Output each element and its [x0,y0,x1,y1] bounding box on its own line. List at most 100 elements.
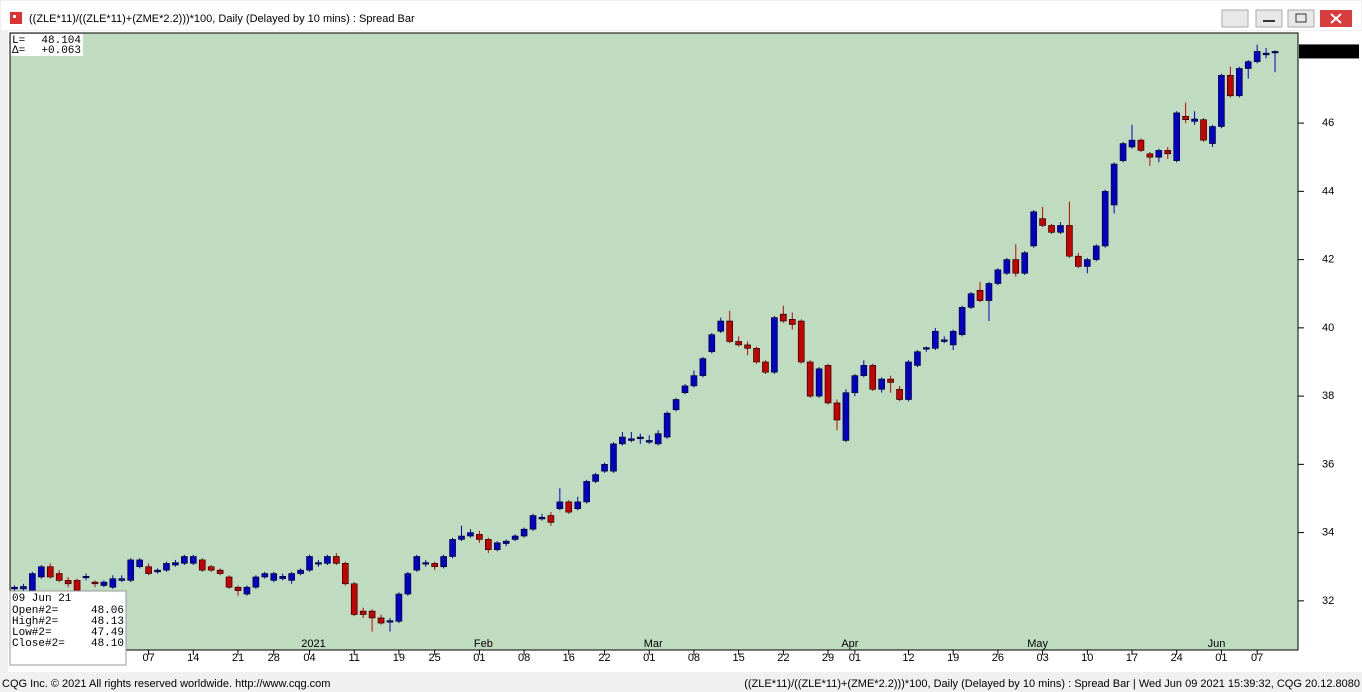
candle-body [297,569,304,574]
candle-body [1200,119,1207,141]
candle-body [520,528,528,537]
candle-body [207,566,215,571]
x-tick-label: 01 [473,652,485,664]
candle-body [780,313,787,322]
candle-body [1048,225,1055,233]
candle-body [1128,139,1136,148]
candle-body [1057,225,1064,233]
month-label: Apr [841,638,858,650]
candle-body [20,586,27,590]
x-tick-label: 07 [142,652,154,664]
candle-body [788,319,796,325]
x-tick-label: 25 [429,652,441,664]
candle-body [1119,143,1127,161]
candle-body [1235,68,1243,97]
candle-body [100,581,108,586]
last-price-label: 48.10 [1321,46,1354,58]
candle-body [583,481,590,503]
candle-body [511,535,519,540]
maximize-button[interactable] [1287,9,1315,28]
candle-body [55,573,63,581]
candle-body [932,330,939,349]
x-tick-label: 01 [1215,652,1227,664]
candle-body [261,573,269,578]
candle-body [860,365,868,376]
candle-body [949,330,957,346]
x-tick-label: 08 [688,652,700,664]
candle-body [1075,255,1082,267]
x-tick-label: 22 [777,652,789,664]
candle-body [1262,52,1270,56]
candle-body [341,563,349,585]
candle-body [887,378,894,383]
candle-body [404,573,412,595]
plot-area [9,32,1299,651]
candle-body [905,361,912,400]
candle-body [636,436,644,440]
candle-body [1209,126,1216,144]
bar-info-label: Close#2= [12,638,65,650]
candle-body [869,365,877,390]
candle-body [163,563,170,571]
candle-body [601,464,608,472]
candle-body [181,556,188,564]
candle-body [252,576,260,588]
candle-body [1191,118,1198,122]
candle-body [958,307,966,335]
close-glyph [1330,13,1342,24]
bar-info-label: Low#2= [12,627,52,639]
x-tick-label: 16 [563,652,575,664]
candle-body [1030,211,1037,247]
cursor-info-label: Δ= [12,45,25,57]
candle-body [386,620,394,623]
cursor-info-label: L= [12,35,25,47]
candle-body [574,501,582,510]
candle-body [851,375,859,393]
candle-body [1253,51,1261,62]
candle-body [315,562,322,565]
candle-body [556,501,564,510]
month-label: Mar [644,638,663,650]
candle-body [29,573,36,591]
candle-body [771,317,778,373]
candle-body [359,610,367,615]
candle-body [485,539,492,550]
x-tick-label: 22 [598,652,610,664]
x-tick-label: 29 [822,652,834,664]
candle-body [1084,259,1091,267]
status-right: ((ZLE*11)/((ZLE*11)+(ZME*2.2)))*100, Dai… [744,678,1360,690]
candle-body [565,501,573,513]
bar-info-date: 09 Jun 21 [12,593,72,605]
x-tick-label: 26 [992,652,1004,664]
maximize-glyph [1295,13,1307,23]
candle-body [690,375,698,387]
candle-body [672,399,680,411]
candle-body [377,617,385,624]
candle-body [368,610,376,619]
candle-body [538,516,546,520]
bar-info-value: 48.06 [91,605,124,617]
candle-body [493,542,501,550]
candle-body [502,540,510,544]
x-tick-label: 10 [1081,652,1093,664]
x-tick-label: 01 [849,652,861,664]
y-tick-label: 44 [1322,185,1334,197]
x-tick-label: 03 [1036,652,1048,664]
candle-body [1271,51,1279,54]
candle-body [842,392,850,441]
candle-body [726,320,734,342]
x-tick-label: 04 [303,652,315,664]
x-tick-label: 08 [518,652,530,664]
minimize-button[interactable] [1255,9,1283,28]
candle-body [878,378,885,390]
y-tick-label: 42 [1322,254,1334,266]
candle-body [976,290,984,301]
candle-body [11,586,18,590]
candle-body [350,583,358,615]
candle-body [306,556,313,571]
link-button[interactable] [1221,9,1249,28]
candle-body [1146,153,1154,158]
candle-body [1012,259,1020,274]
candle-body [967,293,975,308]
candle-body [529,515,537,530]
